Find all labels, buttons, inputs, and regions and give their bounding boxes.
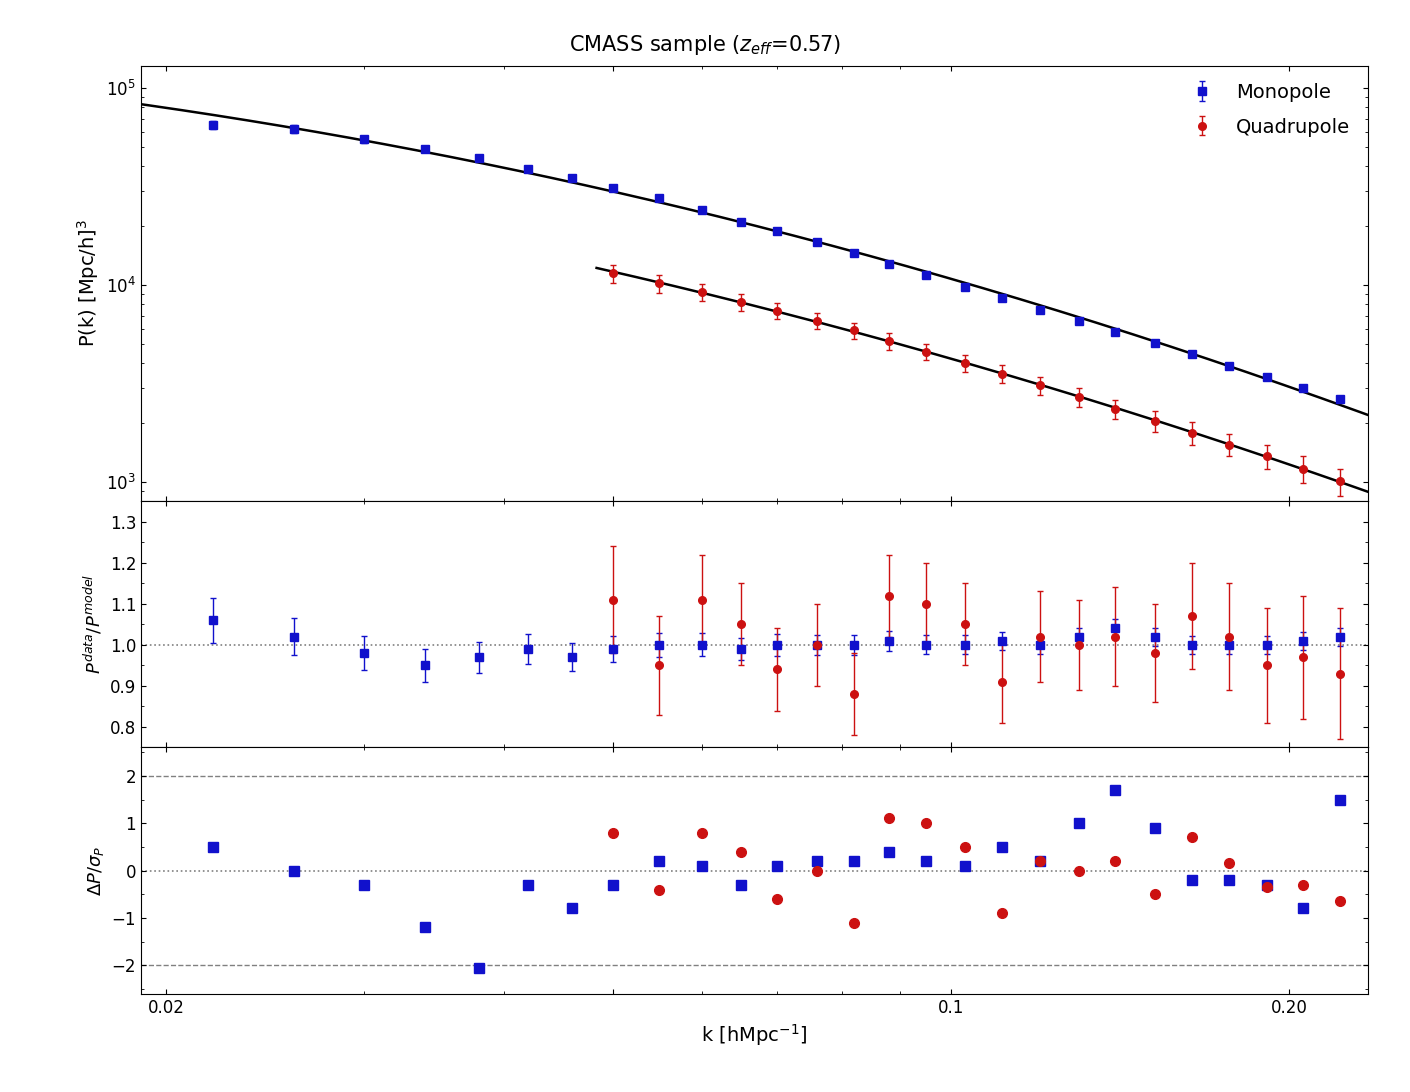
Y-axis label: $P^{data}/P^{model}$: $P^{data}/P^{model}$	[82, 574, 104, 675]
Y-axis label: $\Delta P / \sigma_P$: $\Delta P / \sigma_P$	[86, 845, 106, 895]
Legend: Monopole, Quadrupole: Monopole, Quadrupole	[1170, 75, 1358, 144]
Text: CMASS sample ($z_{eff}$=0.57): CMASS sample ($z_{eff}$=0.57)	[568, 33, 842, 57]
Y-axis label: P(k) [Mpc/h]$^3$: P(k) [Mpc/h]$^3$	[75, 219, 100, 347]
X-axis label: k [hMpc$^{-1}$]: k [hMpc$^{-1}$]	[701, 1022, 808, 1048]
